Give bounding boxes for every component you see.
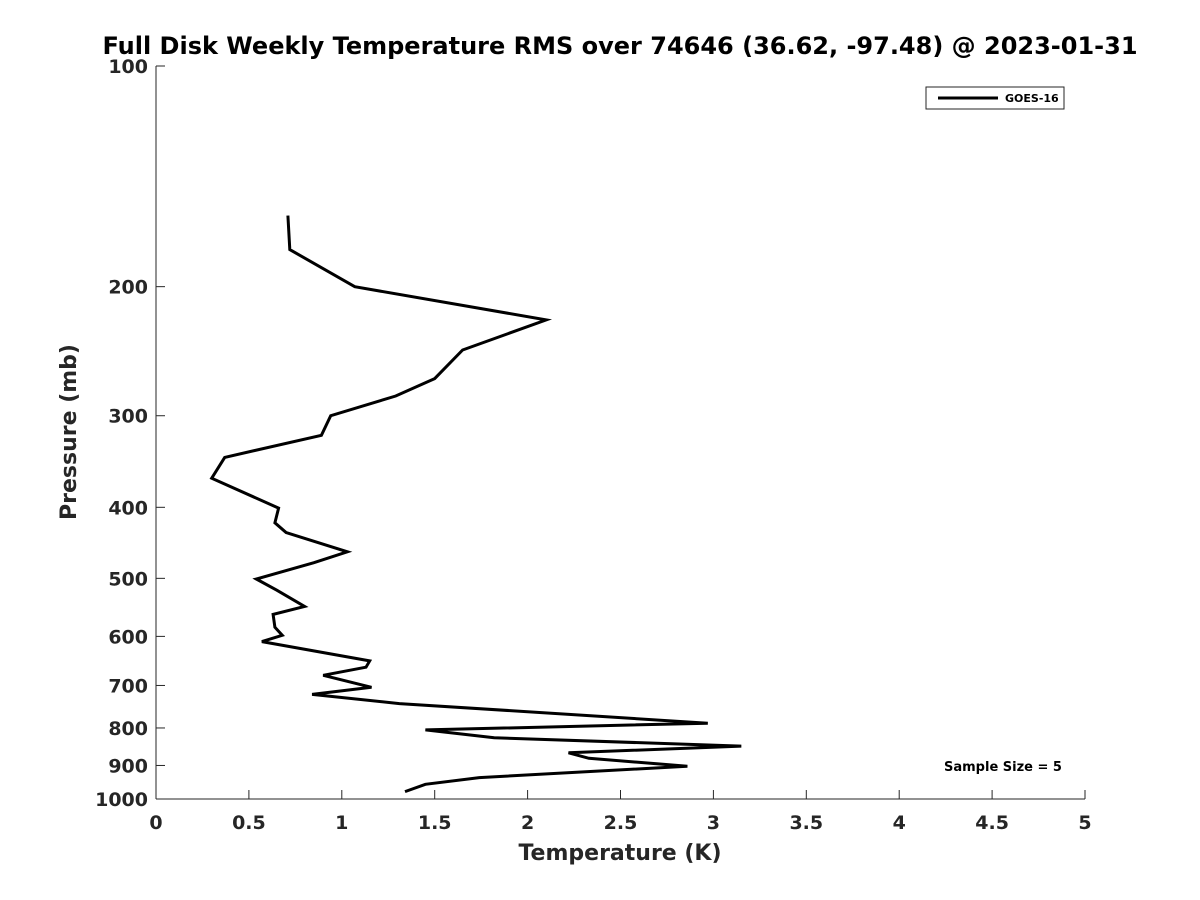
x-tick-label: 0 — [149, 812, 162, 834]
y-tick-label: 600 — [108, 626, 148, 648]
x-tick-label: 2.5 — [604, 812, 638, 834]
x-tick-label: 3.5 — [789, 812, 823, 834]
x-axis-label: Temperature (K) — [518, 841, 721, 866]
x-tick-label: 5 — [1078, 812, 1091, 834]
y-tick-label: 200 — [108, 277, 148, 299]
series-layer — [209, 215, 742, 794]
y-tick-label: 100 — [108, 56, 148, 78]
chart-title: Full Disk Weekly Temperature RMS over 74… — [102, 32, 1137, 60]
plot-area — [156, 66, 1085, 799]
y-tick-label: 800 — [108, 718, 148, 740]
legend: GOES-16 — [925, 86, 1065, 110]
y-axis-label: Pressure (mb) — [57, 344, 82, 520]
y-tick-label: 900 — [108, 755, 148, 777]
y-tick-label: 700 — [108, 675, 148, 697]
sample-size-annotation: Sample Size = 5 — [944, 760, 1062, 775]
x-tick-label: 4 — [893, 812, 906, 834]
y-tick-label: 300 — [108, 406, 148, 428]
legend-label-goes-16: GOES-16 — [1005, 92, 1059, 105]
y-tick-label: 500 — [108, 568, 148, 590]
x-tick-label: 1 — [335, 812, 348, 834]
y-tick-label: 1000 — [95, 789, 148, 811]
x-tick-label: 0.5 — [232, 812, 266, 834]
x-axis-ticks: 0 0.5 1 1.5 2 2.5 3 3.5 4 4.5 5 — [149, 790, 1092, 834]
x-tick-label: 2 — [521, 812, 534, 834]
x-tick-label: 3 — [707, 812, 720, 834]
x-tick-label: 1.5 — [418, 812, 452, 834]
y-axis-ticks: 100 200 300 400 500 600 700 800 900 1000 — [95, 56, 165, 811]
series-line-goes-16 — [209, 215, 742, 794]
x-tick-label: 4.5 — [975, 812, 1009, 834]
y-tick-label: 400 — [108, 497, 148, 519]
